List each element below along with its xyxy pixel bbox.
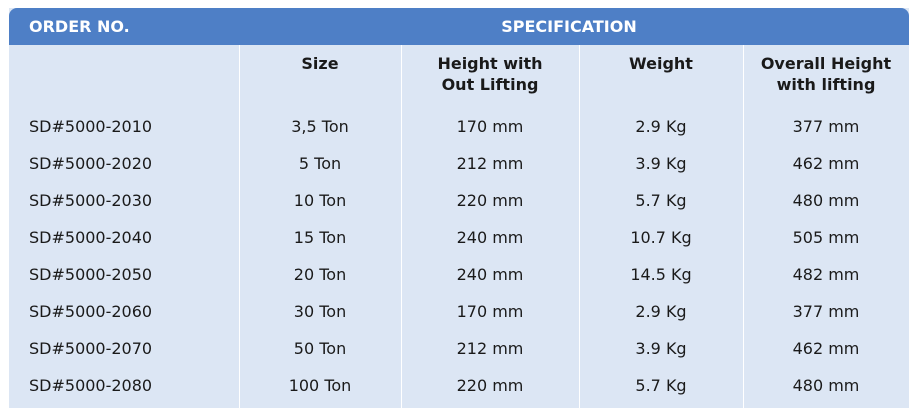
table-row: SD#5000-2050 20 Ton 240 mm 14.5 Kg 482 mm	[9, 256, 909, 293]
order-no-cell: SD#5000-2020	[29, 154, 153, 173]
column-divider	[239, 45, 240, 408]
height-cell: 220 mm	[456, 376, 524, 395]
spec-rows: SD#5000-2010 3,5 Ton 170 mm 2.9 Kg 377 mm SD#…	[9, 108, 909, 404]
height-cell: 240 mm	[456, 265, 524, 284]
order-no-cell: SD#5000-2050	[29, 265, 153, 284]
size-cell: 30 Ton	[293, 302, 347, 321]
column-divider	[401, 45, 402, 408]
overall-height-cell: 462 mm	[792, 154, 860, 173]
table-title-bar: ORDER NO. SPECIFICATION	[9, 8, 909, 45]
size-cell: 5 Ton	[298, 154, 342, 173]
overall-height-cell: 505 mm	[792, 228, 860, 247]
order-no-cell: SD#5000-2010	[29, 117, 153, 136]
overall-height-cell: 377 mm	[792, 117, 860, 136]
spec-table: ORDER NO. SPECIFICATION Size Height with…	[9, 8, 909, 408]
height-cell: 212 mm	[456, 339, 524, 358]
order-no-cell: SD#5000-2040	[29, 228, 153, 247]
order-no-cell: SD#5000-2080	[29, 376, 153, 395]
column-divider	[579, 45, 580, 408]
weight-cell: 2.9 Kg	[635, 302, 687, 321]
height-cell: 220 mm	[456, 191, 524, 210]
table-row: SD#5000-2070 50 Ton 212 mm 3.9 Kg 462 mm	[9, 330, 909, 367]
size-cell: 100 Ton	[288, 376, 352, 395]
weight-cell: 5.7 Kg	[635, 191, 687, 210]
size-cell: 50 Ton	[293, 339, 347, 358]
weight-cell: 10.7 Kg	[630, 228, 692, 247]
overall-height-cell: 480 mm	[792, 376, 860, 395]
overall-height-cell: 462 mm	[792, 339, 860, 358]
size-cell: 3,5 Ton	[291, 117, 349, 136]
overall-height-cell: 480 mm	[792, 191, 860, 210]
table-row: SD#5000-2010 3,5 Ton 170 mm 2.9 Kg 377 mm	[9, 108, 909, 145]
height-cell: 170 mm	[456, 302, 524, 321]
weight-cell: 3.9 Kg	[635, 339, 687, 358]
height-cell: 170 mm	[456, 117, 524, 136]
size-cell: 10 Ton	[293, 191, 347, 210]
order-no-heading: ORDER NO.	[29, 17, 130, 36]
table-row: SD#5000-2020 5 Ton 212 mm 3.9 Kg 462 mm	[9, 145, 909, 182]
col-header-size: Size	[301, 54, 339, 73]
weight-cell: 3.9 Kg	[635, 154, 687, 173]
specification-heading: SPECIFICATION	[501, 17, 637, 36]
col-header-weight: Weight	[629, 54, 693, 73]
weight-cell: 2.9 Kg	[635, 117, 687, 136]
table-row: SD#5000-2030 10 Ton 220 mm 5.7 Kg 480 mm	[9, 182, 909, 219]
order-no-cell: SD#5000-2070	[29, 339, 153, 358]
overall-height-cell: 377 mm	[792, 302, 860, 321]
height-cell: 212 mm	[456, 154, 524, 173]
col-header-overall-height: Overall Height with lifting	[760, 54, 892, 94]
column-divider	[743, 45, 744, 408]
table-row: SD#5000-2080 100 Ton 220 mm 5.7 Kg 480 mm	[9, 367, 909, 404]
col-header-height: Height with Out Lifting	[437, 54, 543, 94]
weight-cell: 5.7 Kg	[635, 376, 687, 395]
size-cell: 20 Ton	[293, 265, 347, 284]
size-cell: 15 Ton	[293, 228, 347, 247]
table-row: SD#5000-2040 15 Ton 240 mm 10.7 Kg 505 mm	[9, 219, 909, 256]
table-row: SD#5000-2060 30 Ton 170 mm 2.9 Kg 377 mm	[9, 293, 909, 330]
order-no-cell: SD#5000-2060	[29, 302, 153, 321]
order-no-cell: SD#5000-2030	[29, 191, 153, 210]
overall-height-cell: 482 mm	[792, 265, 860, 284]
height-cell: 240 mm	[456, 228, 524, 247]
weight-cell: 14.5 Kg	[630, 265, 692, 284]
